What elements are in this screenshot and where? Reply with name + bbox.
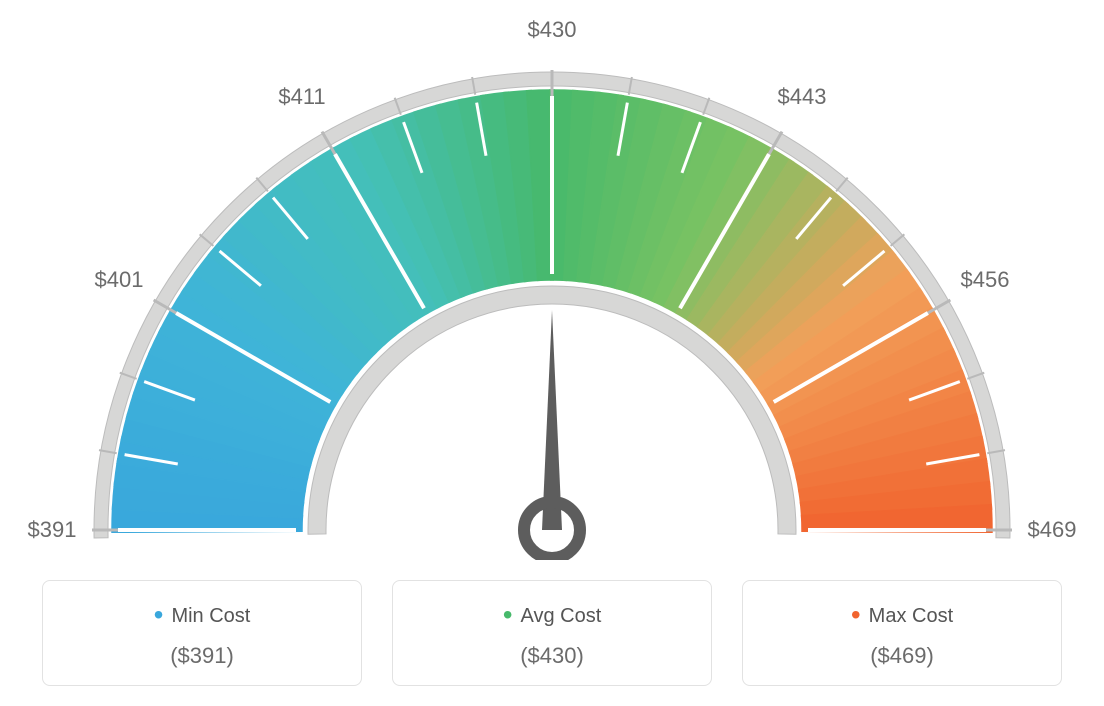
legend-card-max: Max Cost ($469)	[742, 580, 1062, 686]
gauge-tick-label: $411	[278, 84, 325, 110]
gauge-tick-label: $443	[778, 84, 827, 110]
legend-max-label: Max Cost	[753, 599, 1051, 631]
legend-row: Min Cost ($391) Avg Cost ($430) Max Cost…	[20, 580, 1084, 686]
gauge-tick-label: $469	[1028, 517, 1077, 543]
legend-card-avg: Avg Cost ($430)	[392, 580, 712, 686]
legend-avg-label: Avg Cost	[403, 599, 701, 631]
gauge-chart: $391 $401 $411 $430 $443 $456 $469	[22, 20, 1082, 560]
gauge-svg	[22, 20, 1082, 560]
legend-min-label: Min Cost	[53, 599, 351, 631]
gauge-tick-label: $430	[528, 17, 577, 43]
gauge-tick-label: $456	[961, 267, 1010, 293]
legend-card-min: Min Cost ($391)	[42, 580, 362, 686]
legend-avg-value: ($430)	[403, 643, 701, 669]
legend-max-value: ($469)	[753, 643, 1051, 669]
gauge-tick-label: $401	[95, 267, 144, 293]
gauge-tick-label: $391	[28, 517, 77, 543]
legend-min-value: ($391)	[53, 643, 351, 669]
